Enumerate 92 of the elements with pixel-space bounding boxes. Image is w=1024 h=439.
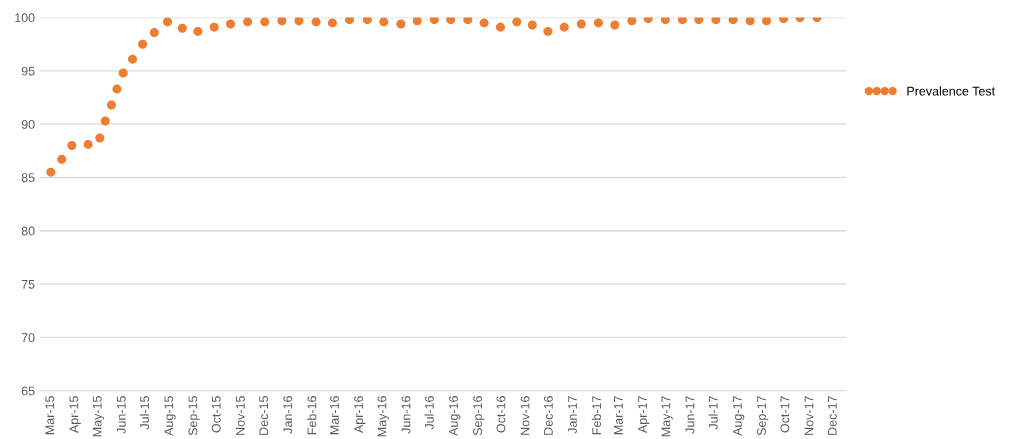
x-tick-label: Aug-15	[164, 396, 176, 436]
point	[209, 22, 219, 32]
point	[463, 17, 473, 25]
point	[627, 17, 637, 26]
x-tick-label: Nov-16	[520, 396, 530, 435]
point	[311, 17, 321, 27]
x-tick-label: Dec-16	[543, 396, 553, 435]
point	[429, 17, 439, 25]
y-tick-label: 70	[21, 333, 35, 343]
point	[243, 17, 253, 27]
x-tick-label: Aug-17	[733, 396, 745, 436]
point	[100, 116, 110, 126]
point	[761, 17, 771, 26]
point	[57, 154, 67, 164]
x-tick-label: Oct-16	[496, 396, 506, 433]
x-tick-label: Feb-17	[591, 396, 602, 435]
point	[412, 17, 422, 26]
point	[138, 39, 148, 49]
point	[711, 17, 721, 25]
x-tick-label: Jun-15	[117, 396, 126, 434]
point	[677, 17, 687, 25]
legend-label: Prevalence Test	[907, 86, 995, 96]
point	[643, 17, 653, 24]
x-tick-label: Feb-16	[307, 396, 317, 435]
point	[745, 17, 755, 26]
x-tick-label: Dec-17	[828, 396, 837, 435]
x-tick-label: Jun-17	[685, 396, 695, 434]
x-tick-label: Oct-15	[211, 396, 221, 433]
point	[779, 17, 789, 24]
point	[362, 17, 372, 25]
point	[345, 17, 355, 25]
y-tick-label: 90	[21, 119, 35, 129]
point	[527, 20, 537, 30]
x-tick-label: Dec-15	[259, 396, 269, 435]
point	[107, 100, 116, 110]
x-tick-label: Apr-16	[354, 396, 366, 434]
x-tick-label: Nov-15	[236, 396, 245, 435]
x-tick-label: Jul-16	[424, 396, 434, 430]
point	[67, 141, 77, 150]
x-tick-label: Jul-15	[139, 396, 150, 430]
point	[559, 22, 569, 32]
point	[379, 17, 389, 27]
y-tick-label: 75	[21, 280, 35, 289]
x-tick-label: Jun-16	[401, 396, 411, 434]
point	[112, 84, 122, 94]
point	[543, 26, 553, 36]
point	[83, 139, 93, 149]
x-tick-label: Nov-17	[804, 396, 814, 435]
x-tick-label: Apr-15	[69, 396, 81, 434]
point	[177, 23, 187, 33]
x-tick-label: Sep-16	[473, 396, 485, 436]
x-tick-label: Sep-15	[188, 396, 200, 436]
point	[576, 19, 586, 29]
y-tick-label: 100	[15, 13, 35, 23]
point	[694, 17, 704, 25]
point	[128, 54, 137, 64]
x-tick-label: Jan-16	[283, 396, 293, 434]
point	[396, 19, 406, 29]
point	[660, 17, 670, 25]
point	[118, 68, 128, 78]
point	[495, 22, 505, 32]
point	[446, 17, 456, 25]
point	[294, 17, 304, 26]
point	[327, 18, 337, 28]
x-tick-label: Apr-17	[638, 396, 650, 434]
x-tick-label: Jan-17	[568, 396, 577, 434]
point	[226, 19, 236, 29]
point	[149, 27, 159, 37]
x-tick-label: May-16	[377, 396, 389, 437]
x-tick-label: Oct-17	[780, 396, 790, 433]
point	[260, 17, 270, 27]
x-tick-label: Mar-17	[614, 396, 623, 435]
point	[593, 18, 603, 28]
point	[512, 17, 522, 27]
point	[95, 133, 105, 143]
point	[193, 26, 203, 36]
y-tick-label: 80	[21, 226, 35, 236]
y-tick-label: 95	[21, 66, 35, 76]
point	[277, 17, 287, 26]
x-tick-label: Jul-17	[708, 396, 718, 430]
x-tick-label: Mar-15	[45, 396, 55, 435]
x-tick-label: Sep-17	[757, 396, 769, 436]
point	[163, 17, 173, 27]
point	[479, 18, 489, 28]
x-tick-label: May-17	[661, 396, 673, 437]
x-tick-label: May-15	[92, 396, 105, 437]
x-tick-label: Mar-16	[330, 396, 339, 435]
y-tick-label: 65	[21, 386, 35, 396]
point	[46, 167, 56, 177]
y-tick-label: 85	[21, 173, 35, 183]
point	[610, 20, 620, 30]
x-tick-label: Aug-16	[449, 396, 461, 436]
